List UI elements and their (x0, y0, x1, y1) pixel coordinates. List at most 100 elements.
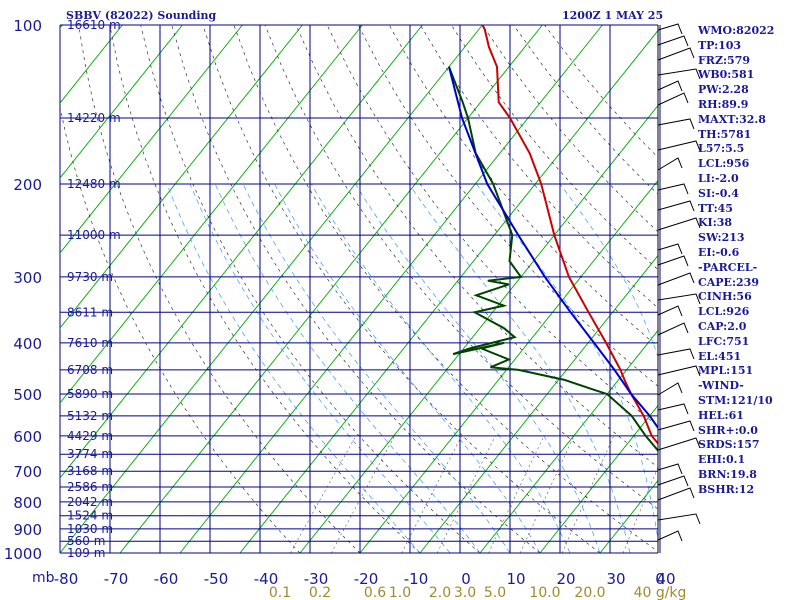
mixing-ratio-label: 0.2 (309, 585, 331, 600)
moist-adiabat-line (189, 183, 451, 553)
wind-barb (657, 68, 701, 80)
indices-panel: WMO:82022 TP:103 FRZ:579 WB0:581 PW:2.28 RH:8… (698, 24, 800, 498)
wind-barb (657, 420, 695, 432)
isotherm-line (60, 25, 243, 254)
mixing-ratio-line (520, 435, 575, 553)
wind-barb (657, 305, 683, 317)
height-label: 8611 m (67, 305, 113, 319)
index-line: LCL:926 (698, 305, 750, 319)
wind-barb (657, 513, 701, 525)
height-label: 4429 m (67, 429, 113, 443)
mixing-ratio-label: 0.1 (269, 585, 291, 600)
moist-adiabat-line (408, 183, 631, 553)
mixing-ratio-line (331, 435, 395, 553)
mixing-ratio-label: 3.0 (454, 585, 476, 600)
temperature-tick-label: 10 (506, 570, 525, 588)
index-line: STM:121/10 (698, 393, 773, 407)
mixing-ratio-line (488, 435, 545, 553)
height-label: 9730 m (67, 270, 113, 284)
height-label: 5890 m (67, 387, 113, 401)
wind-barb (657, 348, 695, 360)
index-line: -PARCEL- (698, 260, 758, 274)
height-label: 3168 m (67, 464, 113, 478)
index-line: FRZ:579 (698, 53, 751, 67)
index-line: RH:89.9 (698, 97, 749, 111)
mixing-ratio-label: 2.0 (429, 585, 451, 600)
isotherm-line (179, 25, 603, 553)
temperature-tick-label: 40 (656, 570, 675, 588)
mixing-ratio-label: 0.6 (364, 585, 386, 600)
temperature-line (481, 25, 658, 445)
pressure-tick-label: 300 (13, 269, 42, 287)
mixing-ratio-line (401, 435, 462, 553)
wind-barb (657, 487, 695, 501)
temperature-tick-label: 0 (655, 570, 665, 588)
height-label: 2042 m (67, 495, 113, 509)
wind-barb (657, 140, 701, 152)
height-label: 1030 m (67, 522, 113, 536)
isotherm-line (419, 254, 658, 553)
isotherm-line (60, 25, 363, 404)
isotherm-line (119, 25, 543, 553)
pressure-tick-label: 200 (13, 176, 42, 194)
wind-barb (657, 200, 695, 212)
index-line: EI:-0.6 (698, 245, 740, 259)
wind-barb (657, 463, 683, 475)
pressure-tick-label: 500 (13, 386, 42, 404)
moist-adiabat-line (310, 183, 571, 553)
moist-adiabat-line (559, 183, 658, 359)
mixing-ratio-label: 20.0 (574, 585, 605, 600)
index-line: BRN:19.8 (698, 467, 757, 481)
index-line: SRDS:157 (698, 438, 760, 452)
isotherm-line (479, 329, 658, 553)
index-line: LI:-2.0 (698, 171, 739, 185)
index-line: TP:103 (698, 38, 742, 52)
height-label: 11000 m (67, 228, 121, 242)
index-line: L57:5.5 (698, 142, 745, 156)
temperature-tick-label: 30 (606, 570, 625, 588)
height-label: 6708 m (67, 363, 113, 377)
height-label: 3774 m (67, 447, 113, 461)
pressure-tick-label: 400 (13, 335, 42, 353)
index-line: EL:451 (698, 349, 742, 363)
pressure-tick-label: 900 (13, 521, 42, 539)
moist-adiabat-line (274, 183, 541, 553)
pressure-tick-label: 800 (13, 494, 42, 512)
mixing-ratio-line (290, 435, 357, 553)
wind-barb (657, 437, 701, 451)
height-label: 14220 m (67, 111, 121, 125)
index-line: SI:-0.4 (698, 186, 739, 200)
pressure-tick-label: 700 (13, 463, 42, 481)
height-label: 16610 m (67, 18, 121, 32)
wind-barb (657, 80, 683, 92)
wind-barb (657, 157, 683, 171)
wind-barb (657, 47, 695, 61)
height-label: 7610 m (67, 336, 113, 350)
moist-adiabat-line (355, 183, 601, 553)
pressure-tick-label: 1000 (4, 545, 42, 563)
chart-time: 1200Z 1 MAY 25 (562, 9, 664, 22)
mixing-ratio-line (562, 435, 614, 553)
temperature-tick-label: -60 (154, 570, 179, 588)
mixing-ratio-label: 40 g/kg (634, 585, 687, 600)
isotherm-line (60, 25, 423, 479)
index-line: WMO:82022 (698, 24, 775, 37)
index-line: SHR+:0.0 (698, 423, 758, 437)
mixing-ratio-label: 1.0 (389, 585, 411, 600)
index-line: MPL:151 (698, 364, 754, 378)
temperature-tick-label: -40 (254, 570, 279, 588)
height-label: 560 m (67, 534, 105, 548)
index-line: WB0:581 (698, 68, 755, 82)
index-line: CAPE:239 (698, 275, 759, 289)
isotherm-line (60, 25, 183, 179)
isotherm-line (60, 25, 303, 329)
wind-barb (657, 35, 689, 47)
wind-barb (657, 293, 701, 305)
index-line: MAXT:32.8 (698, 112, 766, 126)
pressure-tick-label: 600 (13, 428, 42, 446)
wind-barb (657, 23, 683, 35)
index-line: PW:2.28 (698, 83, 749, 97)
index-line: KI:38 (698, 216, 733, 230)
dry-adiabat-line (233, 25, 658, 552)
